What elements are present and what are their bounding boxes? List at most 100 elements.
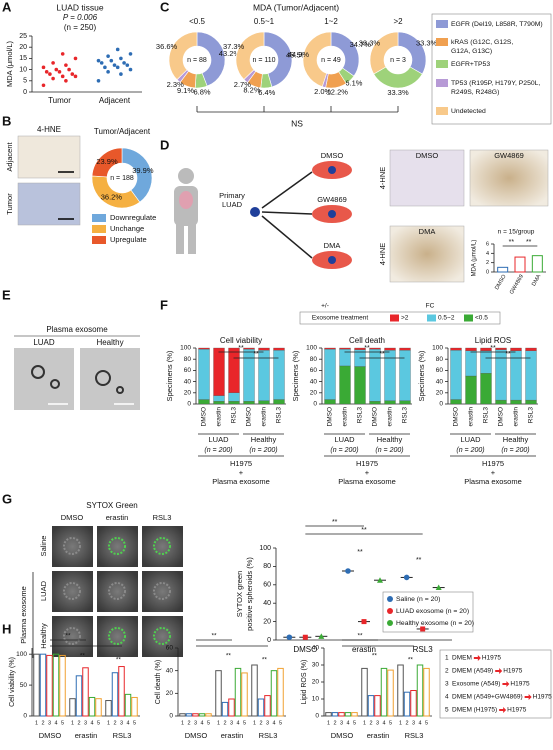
ihc-image [469, 149, 549, 207]
bar [124, 693, 132, 717]
footer-label: H1975 [356, 459, 378, 468]
slice-label: 33.3% [387, 88, 409, 97]
bar-label: 1 [71, 720, 74, 726]
marker [403, 574, 410, 581]
data-point [57, 70, 62, 74]
bar [416, 664, 424, 717]
bar [131, 696, 138, 717]
donut-title: 0.5~1 [254, 17, 275, 26]
data-point [44, 70, 49, 74]
bar-label: 4 [200, 720, 203, 726]
bar [264, 695, 271, 717]
bar-label: 3 [120, 720, 123, 726]
slice-label: 23.9% [96, 157, 118, 166]
sample-size: n = 110 [252, 57, 275, 64]
x-tick-label: erastin [216, 407, 223, 427]
y-tick-label: 0 [23, 89, 27, 96]
bar-label: 1 [253, 720, 256, 726]
bar-label: 3 [194, 720, 197, 726]
data-point [41, 65, 46, 70]
y-tick-label: 80 [436, 356, 444, 363]
bar [331, 712, 339, 717]
data-point [73, 74, 78, 79]
legend-box [431, 13, 552, 125]
y-tick-label: 60 [436, 367, 444, 374]
bar [179, 713, 186, 717]
bar-segment [258, 347, 270, 351]
pie-slice [369, 31, 399, 75]
p-value: P = 0.006 [63, 13, 98, 22]
significance-label: ** [364, 345, 370, 352]
slice-label: 36.2% [101, 192, 123, 201]
microscopy-image [52, 616, 93, 657]
legend-box [382, 591, 474, 633]
y-tick-label: 25 [19, 33, 27, 40]
significance-label: ** [65, 633, 71, 640]
panel-label: B [2, 113, 11, 128]
slice-label: 2.7% [234, 80, 251, 89]
group-size: (n = 200) [501, 447, 529, 454]
legend-swatch [436, 79, 448, 87]
bar-label: 3 [230, 720, 233, 726]
legend-label: DMEM (A549+GW4869) [452, 694, 523, 701]
bar-label: 3 [84, 720, 87, 726]
marker [435, 584, 442, 591]
y-tick-label: 80 [184, 356, 192, 363]
footer-label: Plasma exosome [464, 477, 522, 486]
bar-segment [339, 347, 351, 350]
group-size: (n = 200) [204, 447, 232, 454]
slice-label: 37.3% [223, 42, 245, 51]
bar [39, 653, 47, 717]
y-tick-label: 0 [187, 401, 191, 408]
bar [397, 664, 404, 717]
exosomes [31, 365, 124, 394]
bar [221, 701, 229, 717]
bar [228, 698, 235, 717]
bar-segment [465, 375, 477, 405]
legend-swatch [92, 236, 106, 244]
x-tick-label: RSL3 [413, 645, 434, 654]
panel-label: H [2, 621, 11, 636]
data-point [99, 61, 104, 65]
bar [403, 691, 411, 717]
x-tick-label: Tumor [48, 96, 71, 105]
data-point [122, 61, 126, 65]
legend-label: R249S, R248G) [451, 89, 499, 96]
slice-label: 43.2% [219, 49, 241, 58]
bar [367, 695, 375, 717]
arrows [261, 171, 313, 259]
data-point [41, 83, 46, 88]
microscopy-image [97, 526, 138, 567]
stain-label: 4-HNE [37, 125, 61, 134]
bar-segment [243, 401, 255, 405]
x-tick-label: RSL3 [259, 731, 278, 740]
footer-label: H1975 [230, 459, 252, 468]
significance-label: ** [357, 549, 363, 556]
data-point [109, 58, 114, 63]
bar-segment [273, 347, 285, 351]
bar-label: 4 [418, 720, 421, 726]
significance-label: ** [357, 633, 363, 640]
bar-label: 1 [217, 720, 220, 726]
legend-label: H1975 [482, 655, 502, 662]
x-tick-label: DMSO [331, 731, 354, 740]
legend-title: Exosome treatment [312, 315, 369, 322]
significance-label: ** [509, 239, 515, 246]
image-label: GW4869 [494, 151, 524, 160]
significance-label: ** [116, 657, 122, 664]
bar [387, 669, 394, 717]
sample-size: n = 49 [321, 57, 341, 64]
marker [361, 619, 367, 625]
legend-swatch [436, 20, 448, 28]
bar-segment [399, 400, 411, 405]
bar [325, 712, 332, 717]
y-tick-label: 100 [16, 651, 27, 658]
x-tick-label: erastin [387, 407, 394, 427]
y-axis-label: Cell death (%) [155, 660, 162, 704]
microscopy-image [52, 526, 93, 567]
legend-arrow [495, 668, 503, 674]
bar-label: 4 [236, 720, 239, 726]
bar [215, 670, 222, 717]
legend-swatch [464, 314, 473, 322]
